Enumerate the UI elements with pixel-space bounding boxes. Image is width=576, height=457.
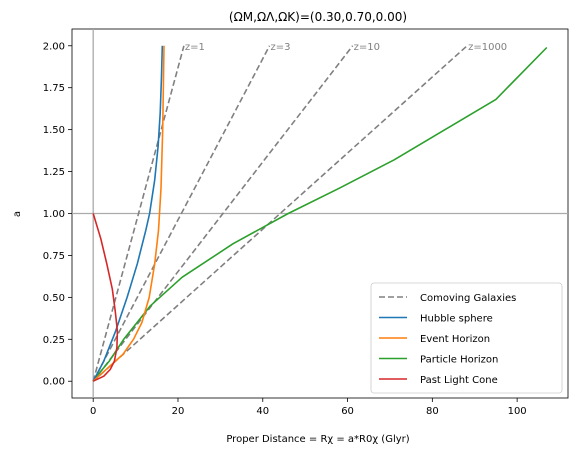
series-line-particle-horizon xyxy=(92,46,548,382)
y-tick-label: 0.00 xyxy=(43,377,65,388)
legend: Comoving Galaxies Hubble sphere Event Hori… xyxy=(370,282,563,394)
series-line-event-horizon xyxy=(92,45,165,382)
x-tick-label: 60 xyxy=(341,406,354,417)
comoving-galaxy-line xyxy=(92,45,354,382)
redshift-label: z=1000 xyxy=(468,42,507,53)
legend-label: Past Light Cone xyxy=(420,375,498,386)
y-tick-label: 1.25 xyxy=(43,167,65,178)
comoving-galaxy-line xyxy=(92,45,468,382)
y-axis-ticks: 0.00 0.25 0.50 0.75 1.00 1.25 1.50 1.75 2.00 xyxy=(43,41,72,388)
y-tick-label: 1.50 xyxy=(43,125,65,136)
legend-label: Comoving Galaxies xyxy=(420,293,516,304)
x-tick-label: 80 xyxy=(426,406,439,417)
reference-lines xyxy=(72,29,568,398)
series-line-hubble-sphere xyxy=(92,45,164,382)
x-axis-label: Proper Distance = Rχ = a*R0χ (Glyr) xyxy=(226,434,409,445)
legend-label: Particle Horizon xyxy=(420,355,498,366)
y-tick-label: 0.75 xyxy=(43,251,65,262)
redshift-label: z=1 xyxy=(185,42,205,53)
comoving-galaxy-lines xyxy=(92,45,468,382)
x-tick-label: 40 xyxy=(256,406,269,417)
redshift-label: z=10 xyxy=(354,42,380,53)
y-tick-label: 2.00 xyxy=(43,41,65,52)
y-tick-label: 1.75 xyxy=(43,83,65,94)
series-line-past-light-cone xyxy=(92,213,119,382)
x-tick-label: 100 xyxy=(508,406,527,417)
x-tick-label: 0 xyxy=(90,406,96,417)
x-axis-ticks: 0 20 40 60 80 100 xyxy=(90,398,527,417)
x-axis-label-text: Proper Distance = Rχ = a*R0χ (Glyr) xyxy=(226,434,409,445)
comoving-galaxy-line xyxy=(92,45,271,382)
y-axis-label: a xyxy=(12,211,23,217)
series-lines xyxy=(92,45,548,382)
legend-box xyxy=(370,282,563,394)
y-tick-label: 1.00 xyxy=(43,209,65,220)
legend-label: Event Horizon xyxy=(420,334,490,345)
chart-title: (ΩM,ΩΛ,ΩK)=(0.30,0.70,0.00) xyxy=(229,10,407,24)
comoving-galaxy-line xyxy=(92,45,185,382)
y-tick-label: 0.25 xyxy=(43,335,65,346)
x-tick-label: 20 xyxy=(172,406,185,417)
redshift-labels: z=1 z=3 z=10 z=1000 xyxy=(185,42,507,53)
redshift-label: z=3 xyxy=(271,42,291,53)
legend-label: Hubble sphere xyxy=(420,314,493,325)
y-tick-label: 0.50 xyxy=(43,293,65,304)
